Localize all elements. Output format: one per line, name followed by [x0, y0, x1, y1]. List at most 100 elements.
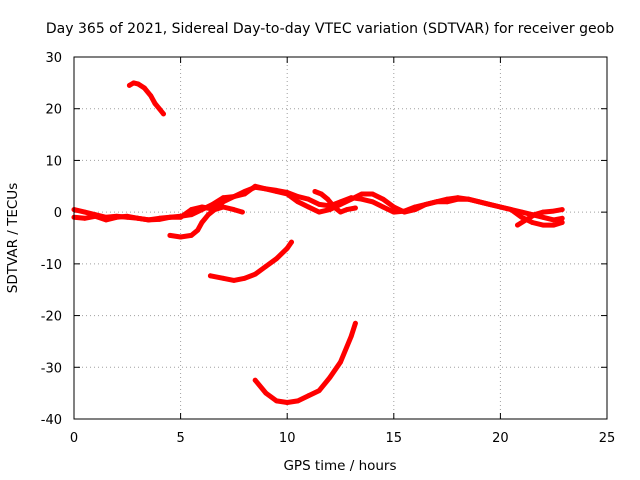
data-point	[146, 217, 152, 223]
data-point	[515, 222, 520, 228]
data-point	[220, 195, 226, 201]
data-point	[252, 183, 258, 189]
data-point	[523, 217, 529, 223]
data-point	[316, 209, 322, 215]
data-point	[156, 215, 162, 221]
data-point	[284, 245, 290, 251]
data-point	[519, 214, 525, 220]
data-point	[348, 333, 354, 339]
data-point	[167, 214, 173, 220]
y-tick-label: -30	[41, 361, 62, 376]
data-point	[208, 273, 213, 279]
data-point	[316, 202, 322, 207]
data-point	[559, 220, 565, 225]
data-point	[188, 212, 194, 218]
data-point	[327, 375, 333, 380]
data-point	[195, 227, 201, 233]
data-point	[306, 393, 311, 399]
y-tick-label: 30	[45, 51, 62, 66]
data-point	[455, 196, 461, 202]
data-point	[380, 204, 386, 210]
data-point	[220, 275, 226, 281]
data-point	[103, 214, 109, 220]
data-point	[295, 199, 301, 205]
data-point	[114, 213, 119, 219]
data-point	[338, 202, 343, 207]
data-point	[212, 207, 218, 213]
data-point	[199, 207, 205, 213]
data-point	[344, 207, 350, 213]
data-point	[348, 196, 354, 202]
x-tick-label: 10	[279, 431, 296, 446]
data-point	[161, 111, 166, 117]
data-point	[466, 196, 471, 202]
data-point	[152, 101, 158, 106]
data-point	[131, 80, 137, 86]
data-point	[530, 220, 535, 225]
data-point	[231, 194, 237, 200]
data-point	[532, 212, 537, 218]
data-point	[338, 359, 343, 365]
data-point	[178, 213, 184, 219]
data-point	[148, 93, 154, 99]
data-point	[318, 191, 324, 197]
data-point	[391, 204, 397, 210]
data-point	[444, 199, 450, 205]
data-point	[274, 256, 279, 262]
data-point	[92, 212, 98, 218]
data-point	[306, 204, 311, 210]
plot-frame	[73, 56, 608, 420]
x-tick-label: 25	[599, 431, 616, 446]
data-point	[519, 209, 525, 215]
data-point	[242, 191, 248, 197]
data-point	[126, 83, 132, 88]
data-point	[220, 204, 226, 210]
y-tick-label: 10	[45, 154, 62, 169]
data-point	[289, 239, 294, 245]
data-point	[263, 264, 269, 269]
data-point	[210, 202, 216, 207]
chart-title: Day 365 of 2021, Sidereal Day-to-day VTE…	[46, 21, 614, 37]
data-point	[559, 207, 565, 213]
data-point	[284, 400, 290, 405]
data-point	[380, 196, 386, 202]
data-point	[391, 209, 397, 215]
data-point	[274, 189, 279, 194]
data-point	[312, 189, 318, 194]
data-point	[295, 194, 301, 200]
data-point	[274, 398, 279, 404]
series-track-4	[167, 204, 245, 240]
data-point	[240, 209, 245, 215]
data-point	[263, 390, 269, 396]
data-point	[82, 209, 88, 215]
data-point	[551, 217, 557, 223]
x-axis-ticks: 0 5 10 15 20 25	[70, 57, 615, 446]
data-point	[167, 233, 173, 238]
data-point	[540, 222, 546, 228]
data-point	[231, 278, 237, 283]
data-point	[359, 196, 365, 202]
x-tick-label: 0	[70, 431, 78, 446]
data-point	[402, 209, 407, 215]
data-point	[284, 191, 290, 197]
data-point	[338, 209, 343, 215]
data-point	[412, 207, 418, 213]
data-point	[476, 199, 482, 205]
data-point	[178, 234, 184, 240]
x-tick-label: 20	[492, 431, 509, 446]
data-point	[316, 388, 322, 393]
data-point	[142, 85, 147, 91]
data-point	[188, 207, 194, 213]
x-tick-label: 15	[386, 431, 403, 446]
x-tick-label: 5	[176, 431, 184, 446]
data-point	[135, 215, 141, 221]
data-point	[540, 214, 546, 220]
data-point	[242, 275, 248, 281]
data-point	[359, 191, 365, 197]
data-point	[188, 233, 194, 238]
data-point	[295, 398, 301, 404]
data-point	[540, 209, 546, 215]
data-series	[71, 80, 565, 405]
data-point	[135, 81, 141, 87]
data-point	[551, 222, 557, 228]
